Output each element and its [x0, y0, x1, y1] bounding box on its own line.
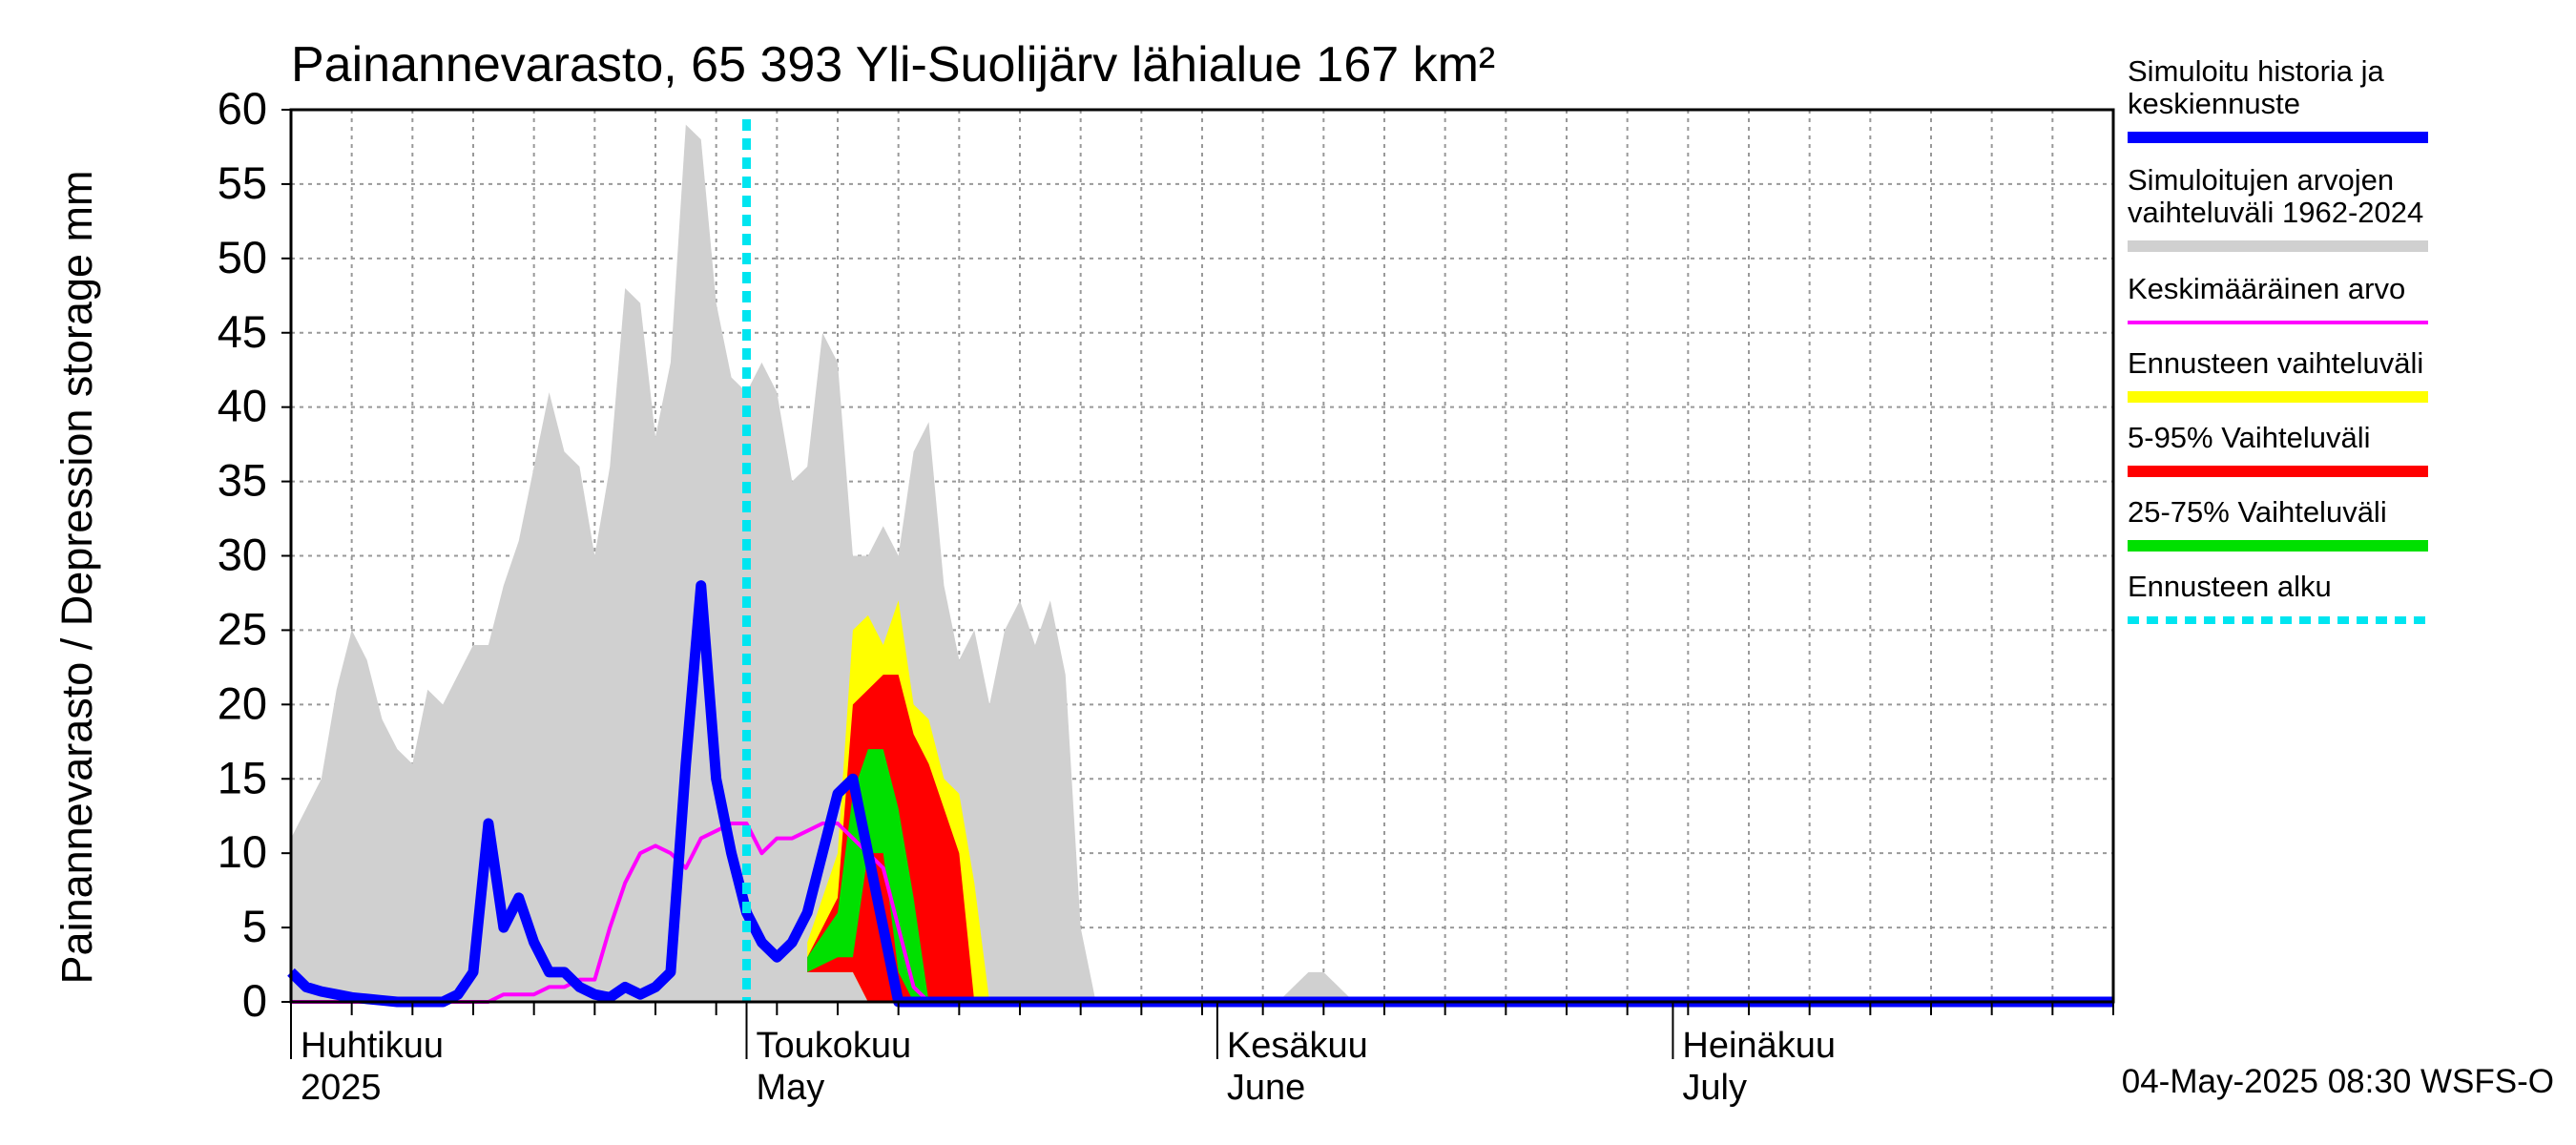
band-d0d0d0 — [291, 124, 2113, 1003]
y-tick-label: 50 — [218, 232, 267, 282]
legend-label: Simuloitu historia ja — [2128, 54, 2385, 88]
y-tick-label: 25 — [218, 603, 267, 654]
plot-area: 051015202530354045505560Huhtikuu2025Touk… — [218, 83, 2115, 1108]
y-tick-label: 60 — [218, 83, 267, 134]
month-label: Kesäkuu — [1227, 1026, 1368, 1066]
month-label: Toukokuu — [757, 1026, 912, 1066]
legend-label: Simuloitujen arvojen — [2128, 163, 2394, 197]
y-tick-label: 40 — [218, 381, 267, 431]
legend-label: 25-75% Vaihteluväli — [2128, 495, 2387, 529]
legend-label: Ennusteen alku — [2128, 570, 2332, 603]
legend-label: 5-95% Vaihteluväli — [2128, 421, 2370, 454]
month-label-secondary: 2025 — [301, 1068, 382, 1108]
timestamp: 04-May-2025 08:30 WSFS-O — [2122, 1063, 2554, 1100]
legend-label: keskiennuste — [2128, 87, 2300, 120]
band-00e000 — [807, 749, 945, 1002]
chart-title: Painannevarasto, 65 393 Yli-Suolijärv lä… — [291, 37, 1495, 93]
y-tick-label: 0 — [242, 975, 267, 1026]
legend-label: Keskimääräinen arvo — [2128, 272, 2405, 305]
y-tick-label: 35 — [218, 455, 267, 506]
month-label-secondary: June — [1227, 1068, 1305, 1108]
y-tick-label: 5 — [242, 901, 267, 951]
month-label-secondary: May — [757, 1068, 825, 1108]
y-tick-label: 15 — [218, 752, 267, 802]
y-tick-label: 30 — [218, 530, 267, 580]
y-tick-label: 20 — [218, 677, 267, 728]
y-tick-label: 45 — [218, 306, 267, 357]
y-axis-label: Painannevarasto / Depression storage mm — [52, 171, 101, 985]
y-tick-label: 10 — [218, 826, 267, 877]
y-tick-label: 55 — [218, 157, 267, 208]
legend-label: Ennusteen vaihteluväli — [2128, 346, 2423, 380]
month-label-secondary: July — [1682, 1068, 1747, 1108]
legend-label: vaihteluväli 1962-2024 — [2128, 196, 2423, 229]
month-label: Huhtikuu — [301, 1026, 444, 1066]
month-label: Heinäkuu — [1682, 1026, 1836, 1066]
